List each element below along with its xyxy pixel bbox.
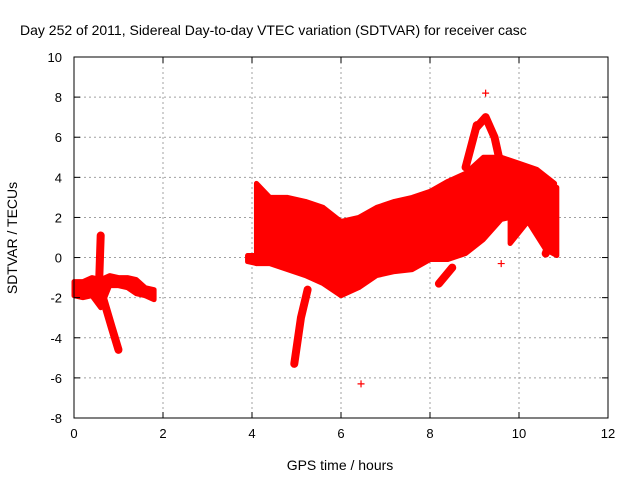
data-stroke-dip-down xyxy=(98,293,123,354)
y-tick-label: -8 xyxy=(50,411,62,426)
x-tick-label: 8 xyxy=(426,426,433,441)
y-axis-label: SDTVAR / TECUs xyxy=(4,182,20,294)
chart-title: Day 252 of 2011, Sidereal Day-to-day VTE… xyxy=(20,22,527,38)
data-point xyxy=(497,260,505,268)
data-point xyxy=(357,380,365,388)
data-stroke-peak-rise xyxy=(461,121,481,172)
x-tick-label: 10 xyxy=(512,426,526,441)
x-tick-label: 0 xyxy=(70,426,77,441)
data-stroke-peak-loop xyxy=(472,113,506,172)
data-stroke-drop-negative xyxy=(290,285,312,368)
x-tick-label: 2 xyxy=(159,426,166,441)
data-point xyxy=(482,89,490,97)
data-stroke-late-drop xyxy=(434,263,457,288)
y-tick-label: 8 xyxy=(55,90,62,105)
y-tick-label: -6 xyxy=(50,371,62,386)
data-stroke-cascade-tail xyxy=(541,227,559,258)
y-tick-label: 2 xyxy=(55,210,62,225)
data-band-early xyxy=(71,273,157,311)
y-tick-label: 10 xyxy=(48,50,62,65)
y-tick-label: 6 xyxy=(55,130,62,145)
y-tick-label: 4 xyxy=(55,170,62,185)
data-band-right-tail xyxy=(507,184,560,259)
y-tick-label: -4 xyxy=(50,331,62,346)
x-tick-label: 4 xyxy=(248,426,255,441)
data-layer xyxy=(71,89,560,388)
x-axis-label: GPS time / hours xyxy=(287,457,394,473)
x-tick-label: 6 xyxy=(337,426,344,441)
x-tick-label: 12 xyxy=(601,426,615,441)
y-tick-label: -2 xyxy=(50,291,62,306)
ticks-layer: 0 2 4 6 8 10 12 -8 -6 -4 -2 0 2 4 6 8 10 xyxy=(48,50,616,441)
y-tick-label: 0 xyxy=(55,251,62,266)
data-stroke-spike-up xyxy=(94,231,105,306)
data-band-left-plateau xyxy=(245,253,259,267)
